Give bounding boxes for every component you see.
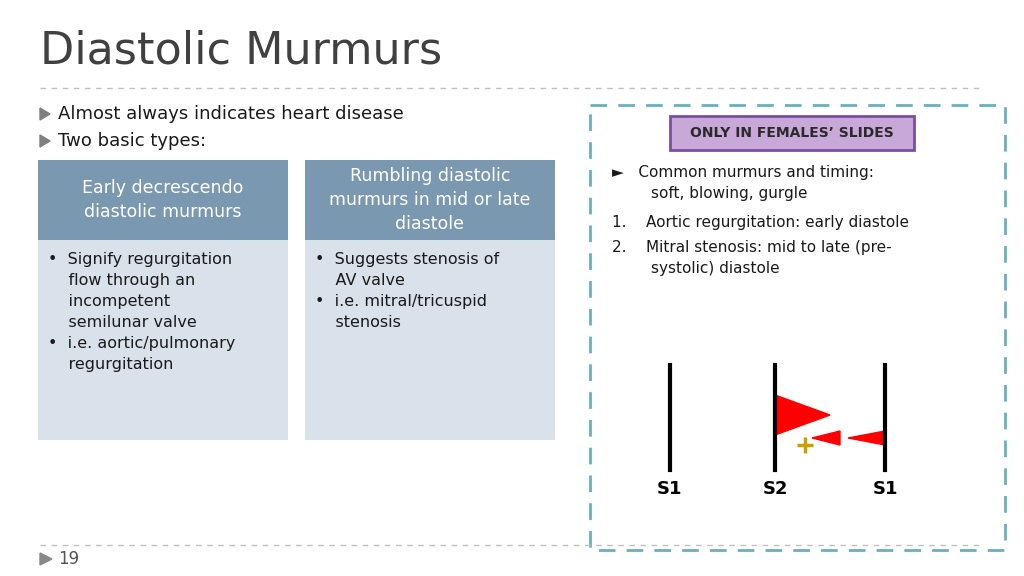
Polygon shape <box>40 135 50 147</box>
Text: 1.    Aortic regurgitation: early diastole: 1. Aortic regurgitation: early diastole <box>612 215 909 230</box>
FancyBboxPatch shape <box>590 105 1005 550</box>
Text: S1: S1 <box>657 480 683 498</box>
Text: ►   Common murmurs and timing:
        soft, blowing, gurgle: ► Common murmurs and timing: soft, blowi… <box>612 165 873 201</box>
Text: Two basic types:: Two basic types: <box>58 132 206 150</box>
Text: 19: 19 <box>58 550 79 568</box>
Text: 2.    Mitral stenosis: mid to late (pre-
        systolic) diastole: 2. Mitral stenosis: mid to late (pre- sy… <box>612 240 892 276</box>
FancyBboxPatch shape <box>305 240 555 440</box>
Text: Early decrescendo
diastolic murmurs: Early decrescendo diastolic murmurs <box>82 179 244 221</box>
FancyBboxPatch shape <box>670 116 914 150</box>
Text: •  Signify regurgitation
    flow through an
    incompetent
    semilunar valve: • Signify regurgitation flow through an … <box>48 252 236 372</box>
Polygon shape <box>848 431 885 445</box>
Text: ONLY IN FEMALES’ SLIDES: ONLY IN FEMALES’ SLIDES <box>690 126 894 140</box>
Polygon shape <box>775 395 830 435</box>
FancyBboxPatch shape <box>38 160 288 240</box>
Text: Diastolic Murmurs: Diastolic Murmurs <box>40 30 442 73</box>
FancyBboxPatch shape <box>38 240 288 440</box>
Polygon shape <box>40 553 52 565</box>
Polygon shape <box>40 108 50 120</box>
Text: •  Suggests stenosis of
    AV valve
•  i.e. mitral/tricuspid
    stenosis: • Suggests stenosis of AV valve • i.e. m… <box>315 252 499 330</box>
Text: S2: S2 <box>762 480 787 498</box>
Polygon shape <box>812 431 840 445</box>
Text: S1: S1 <box>872 480 898 498</box>
FancyBboxPatch shape <box>305 160 555 240</box>
Text: Almost always indicates heart disease: Almost always indicates heart disease <box>58 105 403 123</box>
Text: Rumbling diastolic
murmurs in mid or late
diastole: Rumbling diastolic murmurs in mid or lat… <box>330 168 530 233</box>
